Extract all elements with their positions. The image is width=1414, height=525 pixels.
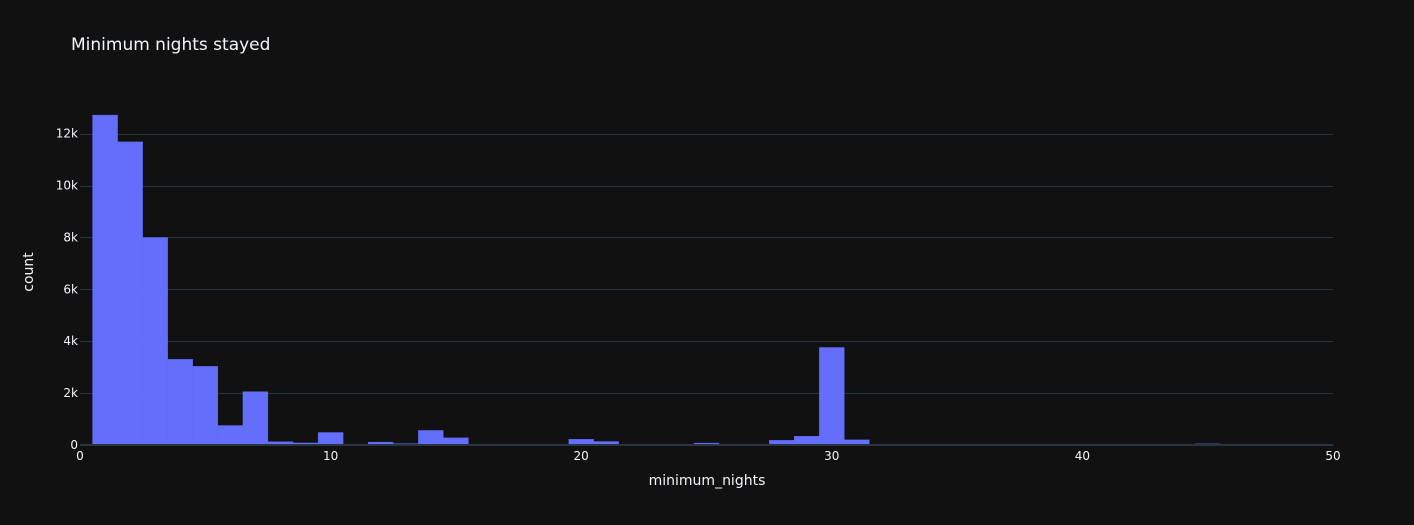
x-axis-title: minimum_nights xyxy=(649,473,766,489)
gridlines xyxy=(80,134,1333,394)
x-tick-label: 50 xyxy=(1325,449,1340,463)
histogram-bar[interactable] xyxy=(142,237,168,446)
chart-title: Minimum nights stayed xyxy=(71,35,270,55)
y-tick-label: 0 xyxy=(70,438,78,452)
histogram-bar[interactable] xyxy=(443,437,469,446)
y-axis-title: count xyxy=(21,252,37,292)
y-tick-label: 8k xyxy=(63,230,78,244)
y-tick-label: 2k xyxy=(63,386,78,400)
y-tick-label: 6k xyxy=(63,282,78,296)
histogram-bar[interactable] xyxy=(242,391,269,446)
y-tick-label: 12k xyxy=(56,127,78,141)
histogram-bar[interactable] xyxy=(317,432,344,446)
x-tick-label: 0 xyxy=(76,449,84,463)
histogram-bar[interactable] xyxy=(192,366,218,446)
histogram-bar[interactable] xyxy=(418,430,444,446)
histogram-bar[interactable] xyxy=(167,359,193,446)
x-tick-label: 10 xyxy=(323,449,338,463)
histogram-bars[interactable] xyxy=(92,114,1334,446)
y-tick-label: 10k xyxy=(56,179,78,193)
histogram-bar[interactable] xyxy=(217,425,244,446)
y-tick-label: 4k xyxy=(63,334,78,348)
x-tick-label: 20 xyxy=(574,449,589,463)
histogram-bar[interactable] xyxy=(819,347,845,446)
histogram-bar[interactable] xyxy=(92,114,118,446)
x-tick-label: 30 xyxy=(824,449,839,463)
axes: 0 2k 4k 6k 8k 10k 12k 0 10 20 30 40 50 xyxy=(56,127,1341,463)
histogram-bar[interactable] xyxy=(117,141,143,446)
x-tick-label: 40 xyxy=(1075,449,1090,463)
histogram-bar[interactable] xyxy=(794,436,820,446)
